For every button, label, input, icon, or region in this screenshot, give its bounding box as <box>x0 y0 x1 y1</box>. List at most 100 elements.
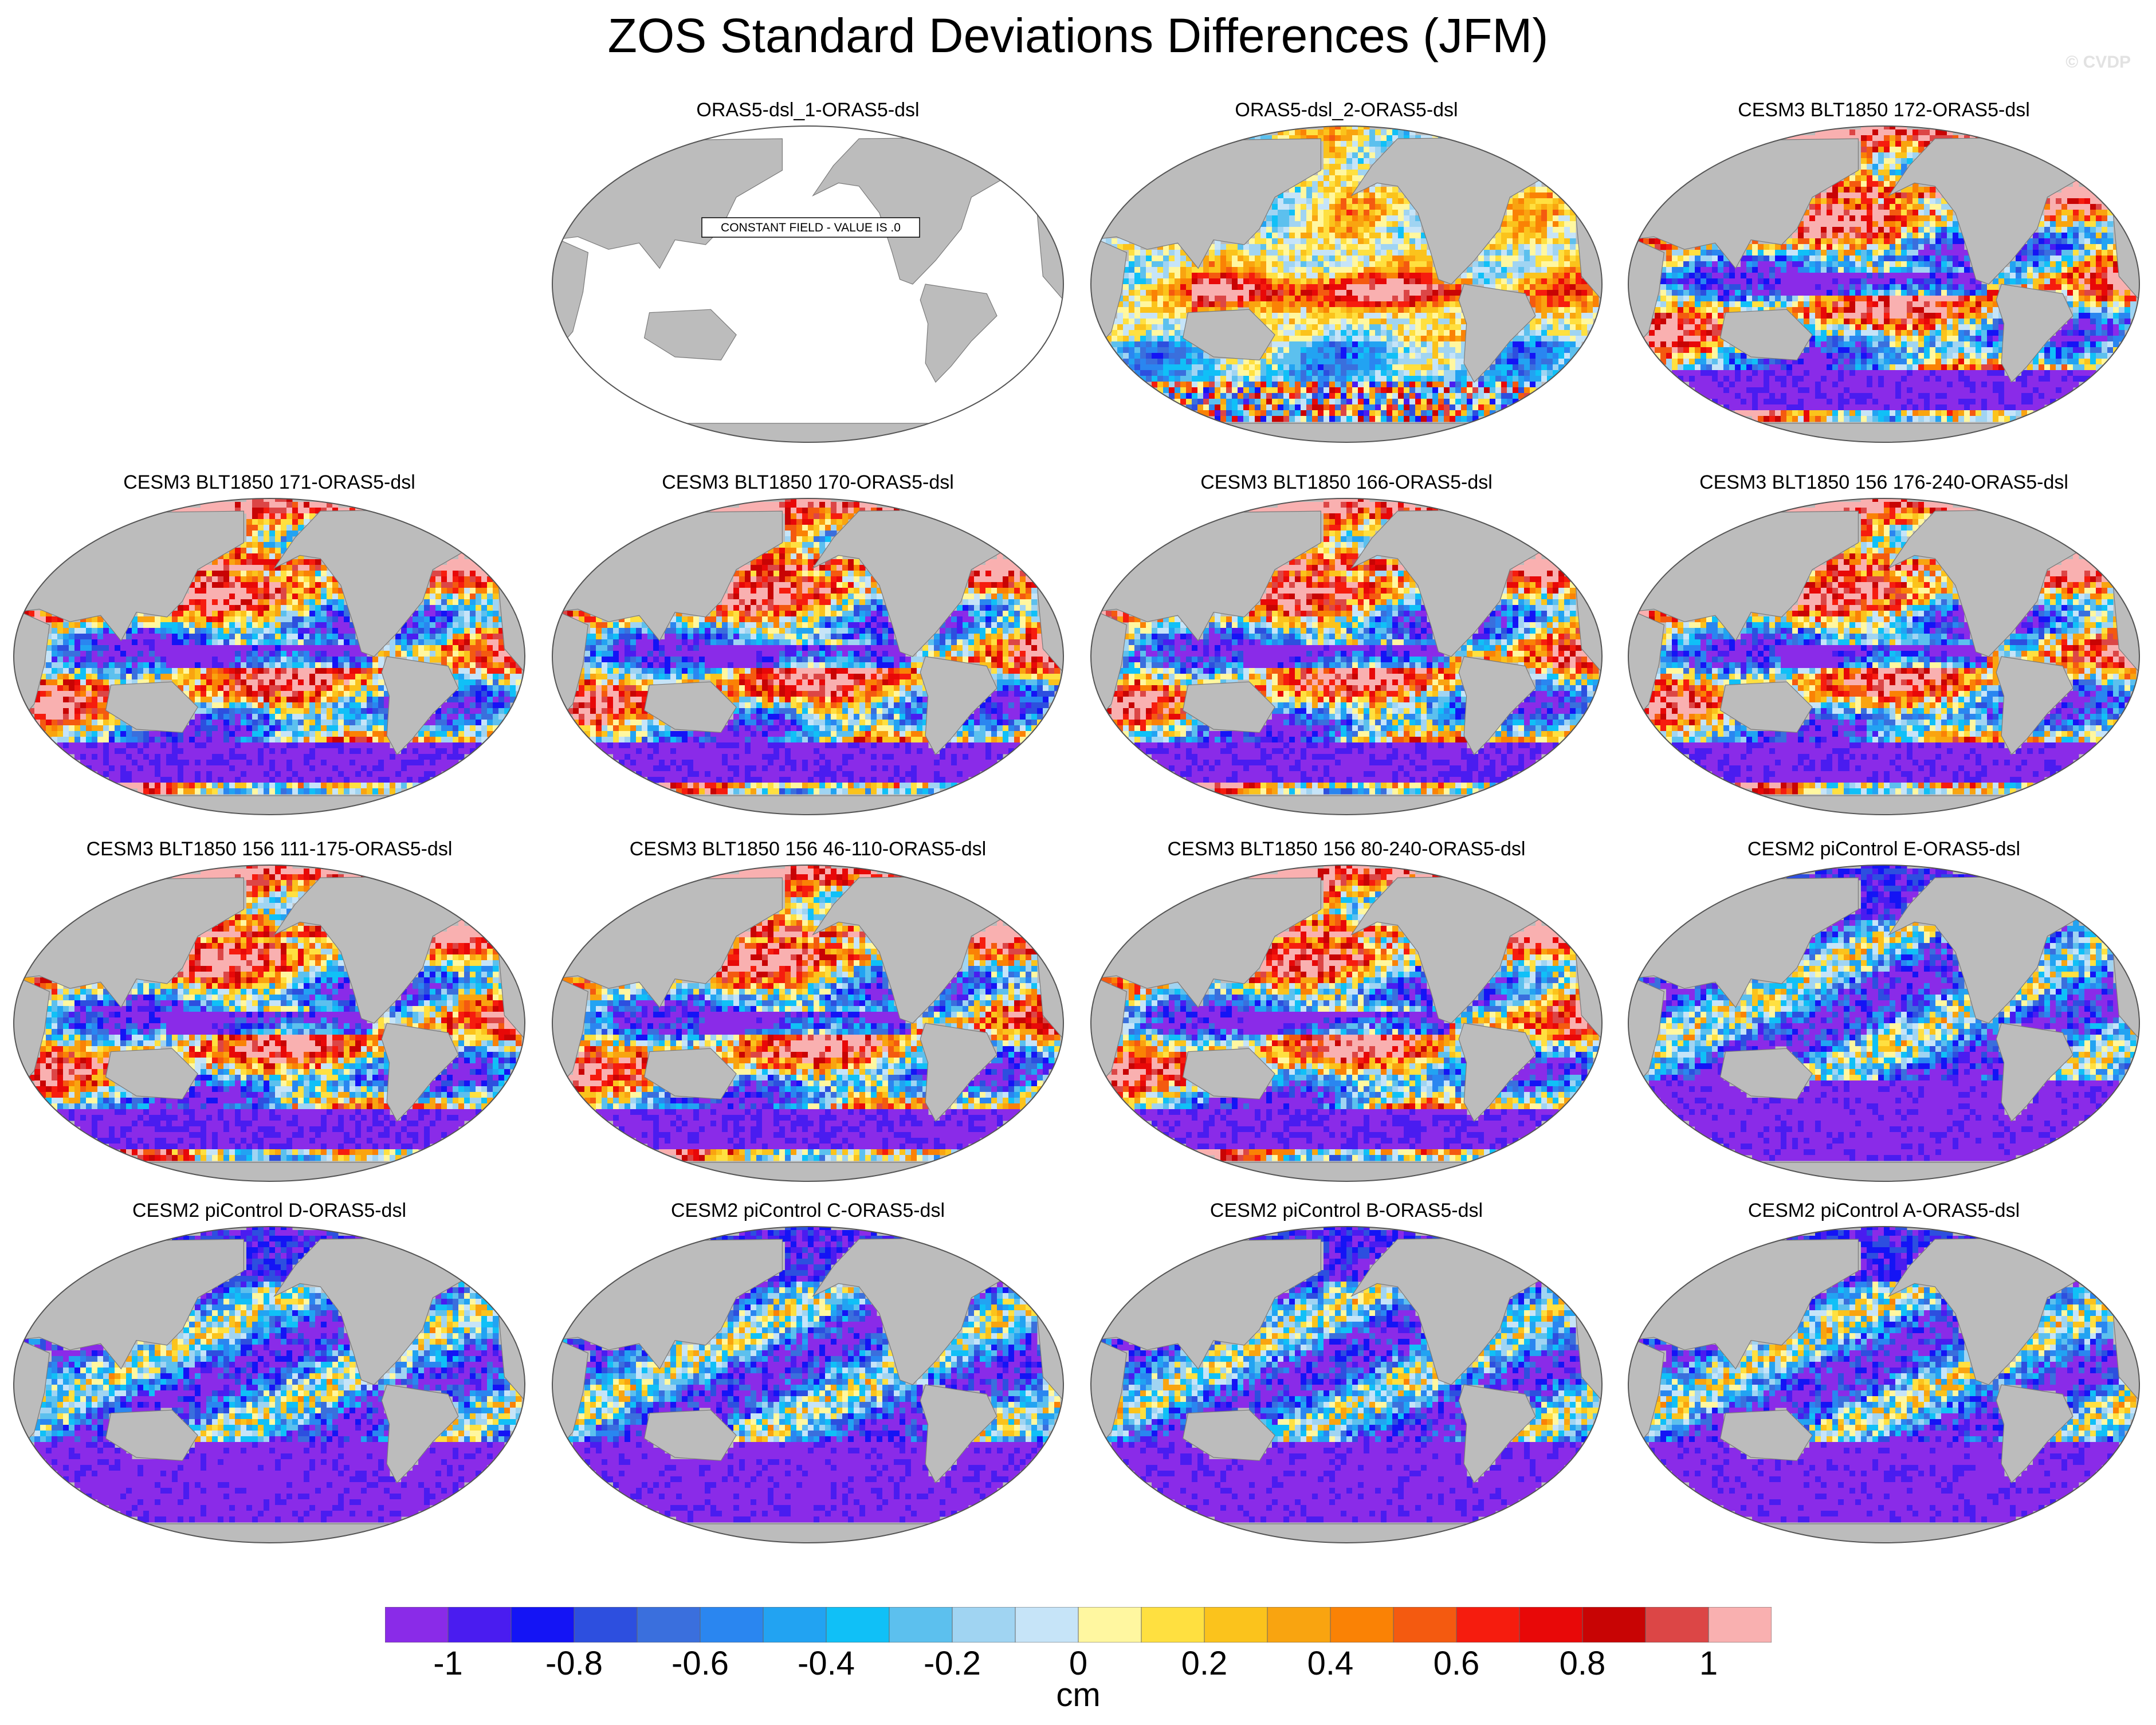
map-cell <box>1329 175 1336 182</box>
map-cell <box>1169 267 1175 273</box>
map-cell <box>1318 353 1324 359</box>
map-cell <box>1501 238 1507 245</box>
map-cell <box>1495 261 1502 268</box>
map-cell <box>1129 256 1135 262</box>
map-cell <box>1146 330 1152 336</box>
map-cell <box>1387 198 1393 205</box>
map-cell <box>1701 353 1707 359</box>
map-cell <box>1306 330 1313 336</box>
map-cell <box>1872 233 1879 239</box>
map-cell <box>1570 301 1576 308</box>
map-cell <box>1735 387 1741 394</box>
map-cell <box>1878 244 1884 250</box>
map-cell <box>1558 267 1565 273</box>
map-cell <box>1890 238 1896 245</box>
map-cell <box>1341 152 1347 159</box>
map-cell <box>1278 244 1284 250</box>
map-cell <box>1272 210 1278 216</box>
map-cell <box>2090 324 2096 331</box>
map-cell <box>1369 370 1376 376</box>
map-cell <box>1301 227 1307 233</box>
map-cell <box>1735 296 1741 302</box>
map-cell <box>1192 404 1198 411</box>
map-cell <box>1535 347 1542 353</box>
map-cell <box>1935 215 1942 222</box>
map-cell <box>1849 175 1856 182</box>
map-cell <box>1701 296 1707 302</box>
map-cell <box>1912 215 1919 222</box>
map-cell <box>1666 278 1672 285</box>
map-cell <box>1792 376 1798 382</box>
map-cell <box>1369 215 1376 222</box>
map-cell <box>1718 273 1724 279</box>
map-cell <box>1530 261 1536 268</box>
map-cell <box>1821 198 1827 205</box>
map-cell <box>1375 250 1381 256</box>
map-cell <box>1786 359 1793 365</box>
map-cell <box>1912 336 1919 342</box>
map-cell <box>1421 416 1427 422</box>
map-cell <box>2124 313 2131 319</box>
map-cell <box>2113 313 2119 319</box>
map-cell <box>1243 261 1250 268</box>
map-cell <box>1706 273 1713 279</box>
map-cell <box>1827 233 1833 239</box>
map-cell <box>2102 273 2108 279</box>
map-cell <box>1683 364 1690 371</box>
map-cell <box>1867 135 1873 142</box>
map-cell <box>1872 387 1879 394</box>
map-cell <box>1243 382 1250 388</box>
map-cell <box>1232 416 1238 422</box>
map-cell <box>1346 382 1353 388</box>
map-cell <box>1364 376 1370 382</box>
map-cell <box>1723 387 1730 394</box>
map-cell <box>1815 359 1821 365</box>
map-cell <box>1490 244 1496 250</box>
map-cell <box>1524 198 1530 205</box>
map-cell <box>1346 364 1353 371</box>
map-cell <box>1152 341 1158 348</box>
map-cell <box>1461 324 1467 331</box>
map-cell <box>1369 353 1376 359</box>
map-cell <box>1832 244 1839 250</box>
map-cell <box>1706 341 1713 348</box>
map-cell <box>2084 215 2091 222</box>
map-cell <box>2084 256 2091 262</box>
map-cell <box>1775 267 1781 273</box>
map-cell <box>1570 267 1576 273</box>
map-cell <box>1838 256 1844 262</box>
map-cell <box>2044 233 2051 239</box>
map-cell <box>1387 244 1393 250</box>
map-cell <box>1564 359 1570 365</box>
map-cell <box>1278 416 1284 422</box>
map-cell <box>1421 284 1427 290</box>
map-cell <box>1295 382 1301 388</box>
map-cell <box>1849 278 1856 285</box>
map-cell <box>1524 324 1530 331</box>
map-cell <box>1535 221 1542 227</box>
map-cell <box>1283 192 1290 199</box>
map-cell <box>1432 273 1439 279</box>
map-cell <box>1953 347 1959 353</box>
map-cell <box>1809 204 1816 210</box>
map-cell <box>1312 376 1318 382</box>
map-cell <box>1570 256 1576 262</box>
map-cell <box>1964 376 1970 382</box>
map-cell <box>1117 238 1124 245</box>
map-cell <box>1838 221 1844 227</box>
map-cell <box>1849 336 1856 342</box>
map-cell <box>1981 359 1988 365</box>
map-cell <box>1884 126 1890 130</box>
map-cell <box>1415 410 1421 416</box>
map-cell <box>1890 341 1896 348</box>
map-cell <box>1678 370 1684 376</box>
map-cell <box>1907 376 1913 382</box>
map-cell <box>1180 296 1187 302</box>
map-cell <box>1238 296 1244 302</box>
map-cell <box>1289 221 1295 227</box>
map-cell <box>1718 296 1724 302</box>
map-cell <box>1163 347 1169 353</box>
map-cell <box>1278 296 1284 302</box>
map-cell <box>1872 250 1879 256</box>
map-cell <box>2056 330 2062 336</box>
